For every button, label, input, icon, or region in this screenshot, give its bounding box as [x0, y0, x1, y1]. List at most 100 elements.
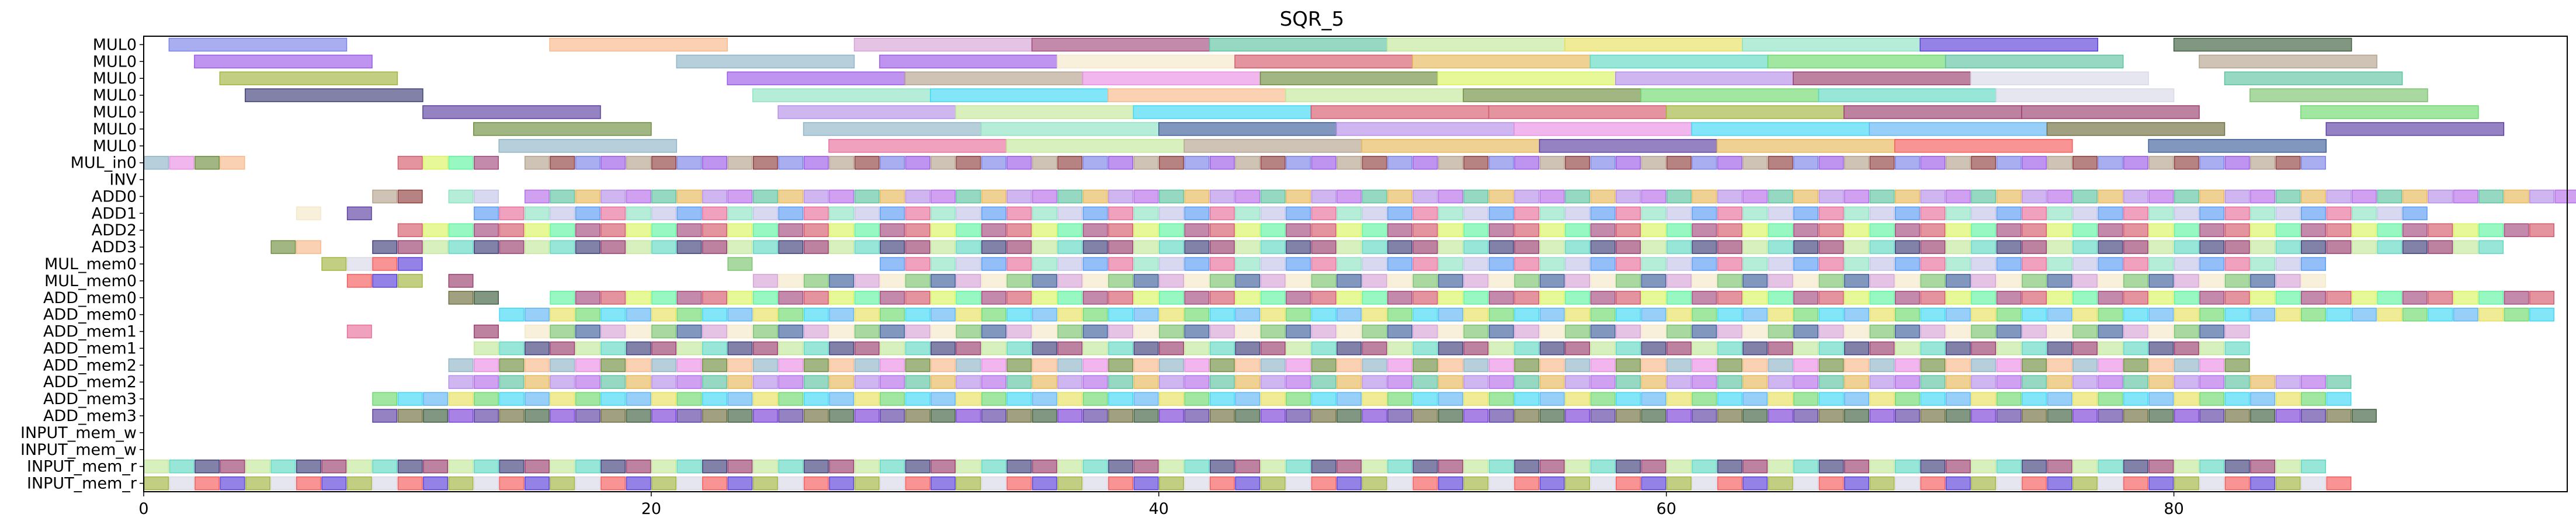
gantt-bar	[1133, 105, 1312, 119]
gantt-cell	[2123, 459, 2148, 474]
gantt-cell	[1539, 307, 1565, 322]
gantt-cell	[956, 223, 981, 237]
gantt-cell	[854, 307, 880, 322]
gantt-cell	[2047, 392, 2072, 406]
gantt-cell	[1260, 307, 1286, 322]
gantt-cell	[1616, 274, 1641, 288]
gantt-cell	[1996, 324, 2022, 339]
gantt-cell	[651, 459, 677, 474]
gantt-cell	[2174, 341, 2199, 356]
gantt-cell	[1768, 409, 1793, 423]
gantt-cell	[1692, 476, 1717, 491]
gantt-cell	[1539, 274, 1565, 288]
gantt-cell	[752, 307, 778, 322]
gantt-cell	[2301, 206, 2326, 221]
gantt-cell	[1514, 375, 1540, 389]
gantt-cell	[600, 291, 626, 305]
gantt-cell	[905, 274, 931, 288]
gantt-cell	[2478, 223, 2504, 237]
gantt-cell	[1311, 409, 1336, 423]
gantt-cell	[931, 476, 956, 491]
gantt-cell	[1006, 291, 1032, 305]
gantt-cell	[1463, 392, 1489, 406]
gantt-cell	[2301, 155, 2326, 170]
gantt-cell	[1692, 358, 1717, 373]
gantt-cell	[1894, 274, 1920, 288]
gantt-cell	[905, 223, 931, 237]
gantt-cell	[981, 375, 1006, 389]
gantt-cell	[600, 476, 626, 491]
gantt-cell	[1768, 240, 1793, 254]
gantt-cell	[1235, 274, 1261, 288]
gantt-cell	[905, 341, 931, 356]
gantt-cell	[778, 324, 804, 339]
gantt-cell	[1971, 324, 1997, 339]
gantt-cell	[1818, 358, 1844, 373]
gantt-cell	[1539, 392, 1565, 406]
gantt-cell	[905, 476, 931, 491]
gantt-cell	[1869, 240, 1895, 254]
gantt-cell	[1387, 240, 1412, 254]
gantt-cell	[931, 409, 956, 423]
gantt-cell	[1666, 274, 1692, 288]
gantt-cell	[1539, 409, 1565, 423]
gantt-bar	[1869, 122, 2048, 136]
gantt-cell	[2047, 189, 2072, 204]
gantt-cell	[1692, 307, 1717, 322]
gantt-cell	[1260, 341, 1286, 356]
gantt-cell	[1159, 358, 1184, 373]
gantt-cell	[778, 409, 804, 423]
gantt-cell	[2275, 189, 2301, 204]
gantt-cell	[905, 155, 931, 170]
gantt-cell	[448, 459, 474, 474]
gantt-cell	[1286, 257, 1311, 271]
gantt-cell	[727, 476, 753, 491]
gantt-cell	[931, 291, 956, 305]
gantt-cell	[2275, 291, 2301, 305]
gantt-cell	[1159, 257, 1184, 271]
gantt-cell	[423, 223, 449, 237]
gantt-cell	[1768, 375, 1793, 389]
gantt-cell	[1565, 291, 1591, 305]
gantt-cell	[1133, 324, 1159, 339]
gantt-cell	[220, 476, 245, 491]
gantt-cell	[1412, 392, 1438, 406]
gantt-cell	[1844, 240, 1869, 254]
gantt-cell	[2072, 240, 2098, 254]
gantt-cell	[1692, 274, 1717, 288]
gantt-bar	[194, 54, 373, 69]
y-tick-label: ADD3	[92, 238, 137, 256]
gantt-cell	[474, 409, 499, 423]
gantt-cell	[1438, 189, 1463, 204]
gantt-bar	[1665, 105, 1845, 119]
gantt-cell	[1108, 240, 1134, 254]
gantt-cell	[1057, 274, 1083, 288]
gantt-cell	[1032, 392, 1057, 406]
gantt-cell	[905, 459, 931, 474]
gantt-cell	[1818, 257, 1844, 271]
gantt-cell	[1032, 476, 1057, 491]
gantt-cell	[2123, 358, 2148, 373]
gantt-cell	[1488, 392, 1514, 406]
gantt-cell	[2148, 392, 2174, 406]
gantt-cell	[905, 291, 931, 305]
gantt-cell	[2402, 240, 2428, 254]
gantt-cell	[1362, 341, 1387, 356]
gantt-cell	[2199, 459, 2225, 474]
gantt-cell	[2275, 392, 2301, 406]
gantt-cell	[727, 257, 753, 271]
gantt-cell	[1159, 476, 1184, 491]
gantt-cell	[1818, 155, 1844, 170]
gantt-cell	[296, 476, 321, 491]
gantt-bar	[2021, 105, 2200, 119]
gantt-cell	[1692, 189, 1717, 204]
gantt-cell	[1818, 409, 1844, 423]
gantt-bar	[1919, 37, 2099, 52]
gantt-cell	[2098, 375, 2123, 389]
gantt-cell	[829, 155, 855, 170]
gantt-cell	[1311, 392, 1336, 406]
gantt-cell	[1184, 324, 1210, 339]
gantt-cell	[1641, 358, 1667, 373]
gantt-cell	[676, 307, 702, 322]
gantt-cell	[2250, 409, 2276, 423]
